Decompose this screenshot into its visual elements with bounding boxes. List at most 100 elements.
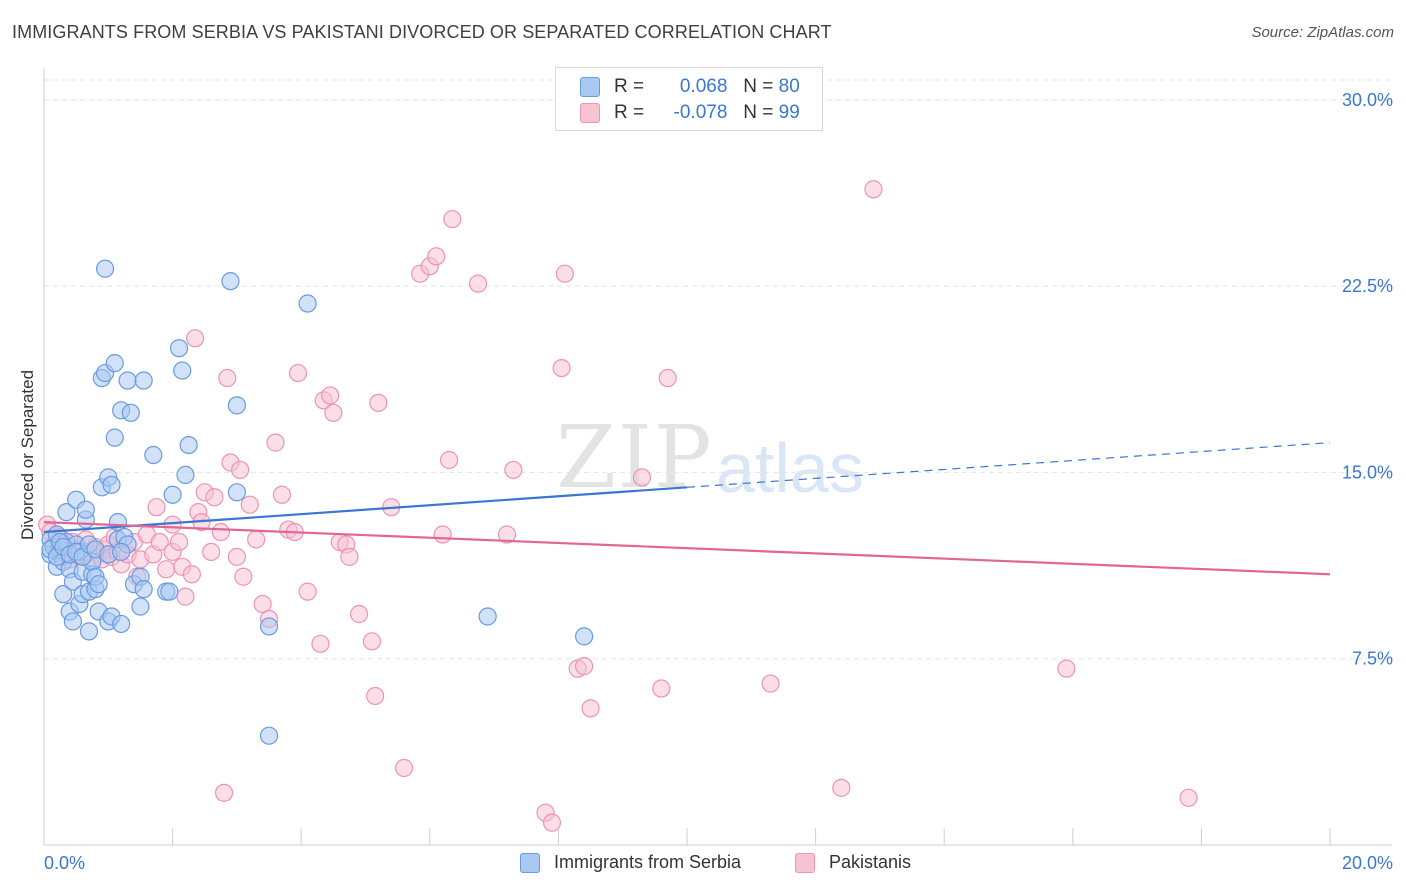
serbia-point xyxy=(298,294,317,313)
pakistani-point xyxy=(369,393,388,412)
pakistani-point xyxy=(234,567,253,586)
x-tick-label: 0.0% xyxy=(44,853,85,873)
serbia-point xyxy=(105,354,124,373)
serbia-point xyxy=(112,542,131,562)
legend-r-label: R = xyxy=(614,76,645,97)
pakistani-point xyxy=(186,329,205,348)
serbia-point xyxy=(227,396,246,415)
pakistani-point xyxy=(504,460,523,480)
pakistani-point xyxy=(366,686,385,706)
pakistani-point xyxy=(658,368,677,388)
pakistani-point xyxy=(761,674,780,693)
serbia-point xyxy=(63,612,83,631)
y-tick-label: 30.0% xyxy=(1342,90,1393,110)
pakistani-point xyxy=(427,247,446,266)
serbia-point xyxy=(169,339,189,358)
pakistani-point xyxy=(575,657,594,676)
pakistani-point xyxy=(211,522,230,542)
serbia-swatch xyxy=(520,852,540,873)
pakistani-point xyxy=(205,488,224,507)
serbia-point xyxy=(259,617,279,636)
pakistani-point xyxy=(218,368,237,388)
y-tick-label: 7.5% xyxy=(1352,649,1393,669)
pakistani-point xyxy=(443,209,462,229)
source-credit: Source: ZipAtlas.com xyxy=(1251,24,1394,41)
legend-r-value: -0.078 xyxy=(673,102,728,123)
pakistani-point xyxy=(394,758,414,778)
serbia-swatch xyxy=(580,77,600,97)
pakistani-point xyxy=(147,498,166,517)
y-tick-label: 15.0% xyxy=(1342,462,1393,482)
y-axis-label: Divorced or Separated xyxy=(18,369,37,541)
serbia-point xyxy=(179,435,198,455)
serbia-point xyxy=(144,445,163,465)
serbia-point xyxy=(102,475,121,494)
serbia-point xyxy=(478,607,497,626)
serbia-point xyxy=(54,585,73,604)
serbia-point xyxy=(160,582,179,601)
pakistani-point xyxy=(272,485,292,504)
pakistani-point xyxy=(169,532,189,552)
serbia-point xyxy=(118,371,137,390)
serbia-point xyxy=(79,622,99,641)
serbia-point xyxy=(134,371,153,390)
legend-item-pakistani[interactable]: Pakistanis xyxy=(795,852,911,873)
pakistani-point xyxy=(157,560,176,579)
legend-n-label: N = xyxy=(743,102,774,123)
legend-row-serbia: R = 0.068 N = 80 xyxy=(580,75,800,99)
pakistani-point xyxy=(864,180,883,199)
legend-r-value: 0.068 xyxy=(679,76,728,97)
legend-item-serbia[interactable]: Immigrants from Serbia xyxy=(520,852,741,873)
pakistani-swatch xyxy=(795,852,815,873)
serbia-point xyxy=(163,485,182,504)
pakistani-point xyxy=(497,525,517,544)
series-legend: Immigrants from Serbia Pakistanis xyxy=(0,852,1406,878)
serbia-point xyxy=(121,403,140,422)
serbia-point xyxy=(221,272,240,291)
legend-r-label: R = xyxy=(614,102,645,123)
chart-title: IMMIGRANTS FROM SERBIA VS PAKISTANI DIVO… xyxy=(12,22,832,42)
legend-label-pakistani: Pakistanis xyxy=(829,852,912,872)
pakistani-point xyxy=(439,450,459,470)
y-tick-label: 22.5% xyxy=(1342,276,1393,296)
pakistani-swatch xyxy=(580,103,600,123)
pakistani-point xyxy=(321,386,340,405)
pakistani-point xyxy=(298,582,317,601)
serbia-point xyxy=(134,580,153,599)
pakistani-point xyxy=(231,460,250,480)
serbia-trendline xyxy=(43,486,688,534)
legend-n-value: 80 xyxy=(778,76,800,97)
pakistani-point xyxy=(340,547,359,566)
correlation-legend: R = 0.068 N = 80 R = -0.078 N = 99 xyxy=(555,67,823,131)
serbia-point xyxy=(131,597,150,616)
serbia-point xyxy=(259,726,279,745)
serbia-point xyxy=(76,500,95,519)
pakistani-point xyxy=(652,679,671,698)
pakistani-point xyxy=(362,632,382,651)
pakistani-point xyxy=(1179,788,1198,807)
pakistani-point xyxy=(555,264,574,283)
pakistani-point xyxy=(433,525,452,544)
legend-n-label: N = xyxy=(743,76,774,97)
pakistani-point xyxy=(182,565,201,584)
pakistani-point xyxy=(324,403,343,422)
pakistani-point xyxy=(266,433,285,452)
pakistani-point xyxy=(227,547,246,566)
pakistani-point xyxy=(832,778,851,797)
pakistani-trendline xyxy=(43,520,1331,576)
serbia-point xyxy=(105,428,124,447)
serbia-point xyxy=(575,627,594,646)
pakistani-point xyxy=(468,274,488,293)
pakistani-point xyxy=(240,495,259,514)
legend-n-value: 99 xyxy=(778,102,800,123)
pakistani-point xyxy=(288,363,308,383)
legend-row-pakistani: R = -0.078 N = 99 xyxy=(580,101,800,125)
pakistani-point xyxy=(581,699,600,718)
pakistani-point xyxy=(247,530,266,549)
serbia-point xyxy=(112,614,131,634)
serbia-point xyxy=(176,465,195,485)
serbia-point xyxy=(227,483,246,502)
pakistani-point xyxy=(202,542,221,562)
pakistani-point xyxy=(542,813,562,832)
serbia-point xyxy=(57,503,76,522)
